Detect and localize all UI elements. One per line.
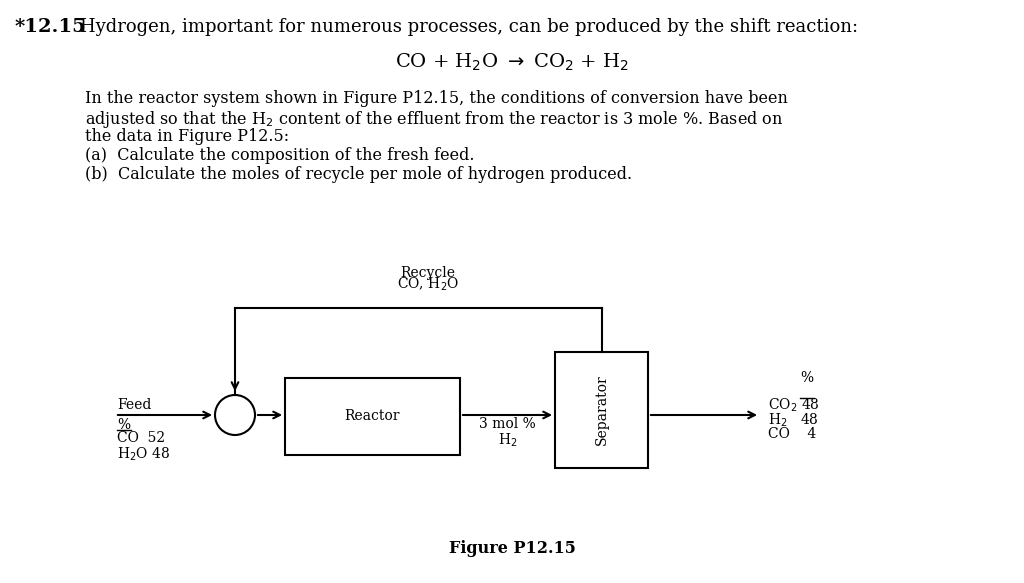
Text: CO + H$_2$O $\rightarrow$ CO$_2$ + H$_2$: CO + H$_2$O $\rightarrow$ CO$_2$ + H$_2$ — [395, 52, 629, 73]
Text: Figure P12.15: Figure P12.15 — [449, 540, 575, 557]
Text: Reactor: Reactor — [345, 409, 400, 423]
Text: the data in Figure P12.5:: the data in Figure P12.5: — [85, 128, 289, 145]
Text: Recycle: Recycle — [400, 266, 456, 280]
Text: CO, H$_2$O: CO, H$_2$O — [397, 276, 460, 293]
Bar — [555, 352, 648, 468]
Text: Feed: Feed — [117, 398, 152, 412]
Text: Hydrogen, important for numerous processes, can be produced by the shift reactio: Hydrogen, important for numerous process… — [80, 18, 858, 36]
Text: CO$_2$ 48: CO$_2$ 48 — [768, 397, 820, 415]
Text: (b)  Calculate the moles of recycle per mole of hydrogen produced.: (b) Calculate the moles of recycle per m… — [85, 166, 632, 183]
Text: %: % — [800, 371, 813, 385]
Text: (a)  Calculate the composition of the fresh feed.: (a) Calculate the composition of the fre… — [85, 147, 474, 164]
Text: H$_2$: H$_2$ — [498, 432, 517, 449]
Text: In the reactor system shown in Figure P12.15, the conditions of conversion have : In the reactor system shown in Figure P1… — [85, 90, 787, 107]
Text: H$_2$   48: H$_2$ 48 — [768, 412, 819, 430]
Bar — [285, 378, 460, 455]
Text: Separator: Separator — [595, 375, 608, 445]
Text: adjusted so that the H$_2$ content of the effluent from the reactor is 3 mole %.: adjusted so that the H$_2$ content of th… — [85, 109, 783, 130]
Text: H$_2$O 48: H$_2$O 48 — [117, 446, 170, 463]
Text: CO    4: CO 4 — [768, 427, 816, 441]
Text: 3 mol %: 3 mol % — [479, 417, 536, 431]
Text: *12.15: *12.15 — [15, 18, 87, 36]
Text: %: % — [117, 418, 130, 432]
Text: CO  52: CO 52 — [117, 431, 165, 445]
